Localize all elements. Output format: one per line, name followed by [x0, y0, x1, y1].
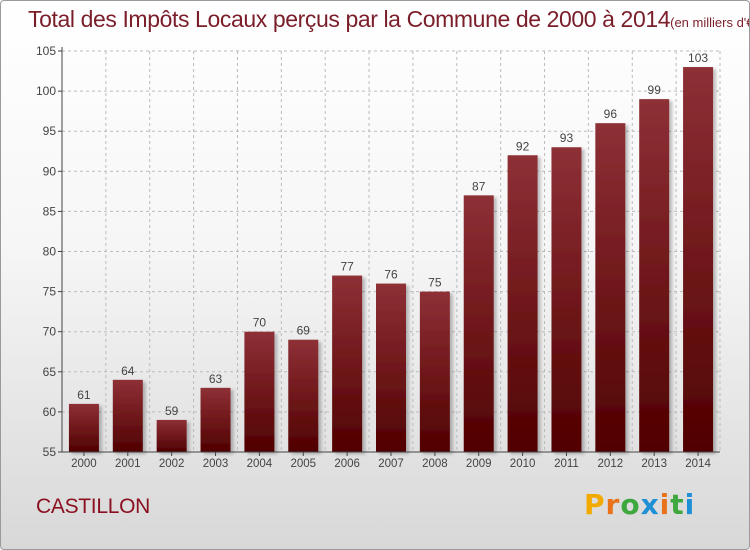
- bar-2004: [244, 331, 275, 452]
- logo-letter: P: [584, 488, 606, 521]
- x-tick-label-2008: 2008: [422, 458, 448, 470]
- value-label-2008: 75: [428, 276, 442, 290]
- logo-letter: x: [640, 488, 660, 521]
- value-label-2011: 93: [560, 131, 574, 145]
- x-tick-label-2007: 2007: [378, 458, 404, 470]
- value-label-2002: 59: [165, 404, 179, 418]
- bar-2002: [156, 419, 187, 452]
- bar-2001: [112, 379, 143, 452]
- logo-letter: r: [605, 488, 621, 521]
- value-label-2012: 96: [604, 107, 618, 121]
- title-text: Total des Impôts Locaux perçus par la Co…: [28, 6, 671, 32]
- y-tick-label-55: 55: [43, 445, 57, 459]
- bar-2013: [639, 99, 670, 453]
- value-label-2009: 87: [472, 179, 486, 193]
- bar-2003: [200, 387, 231, 452]
- bars: [68, 67, 714, 453]
- bar-2009: [463, 195, 494, 453]
- value-label-2006: 77: [340, 260, 354, 274]
- y-tick-label-80: 80: [43, 245, 57, 259]
- x-tick-label-2011: 2011: [554, 458, 579, 470]
- value-label-2000: 61: [77, 388, 91, 402]
- value-label-2007: 76: [384, 268, 398, 282]
- x-tick-label-2004: 2004: [247, 458, 273, 470]
- y-tick-label-105: 105: [36, 44, 56, 58]
- x-tick-label-2006: 2006: [334, 458, 360, 470]
- x-tick-label-2012: 2012: [598, 458, 624, 470]
- x-tick-label-2009: 2009: [466, 458, 492, 470]
- x-tick-label-2002: 2002: [159, 458, 185, 470]
- chart-title: Total des Impôts Locaux perçus par la Co…: [28, 6, 750, 33]
- x-tick-label-2014: 2014: [685, 458, 711, 470]
- x-tick-label-2001: 2001: [115, 458, 141, 470]
- y-tick-label-85: 85: [43, 204, 57, 218]
- unit-label: (en milliers d'€): [670, 15, 750, 30]
- logo-letter: t: [670, 488, 685, 521]
- x-tick-label-2003: 2003: [203, 458, 229, 470]
- y-tick-label-70: 70: [43, 325, 57, 339]
- value-label-2004: 70: [253, 316, 267, 330]
- bar-2005: [288, 339, 319, 452]
- y-tick-label-100: 100: [36, 84, 56, 98]
- commune-name: CASTILLON: [36, 495, 150, 518]
- bar-2011: [551, 147, 582, 453]
- x-tick-label-2010: 2010: [510, 458, 536, 470]
- y-tick-label-60: 60: [43, 405, 57, 419]
- labels: 55 60 65 70 75 80 85 90 95 100 105 61 2000 64 2001 59 20…: [36, 44, 711, 470]
- bar-2007: [376, 283, 406, 452]
- axes: [58, 47, 720, 456]
- y-tick-label-75: 75: [43, 285, 57, 299]
- bar-2000: [68, 403, 99, 452]
- x-tick-label-2013: 2013: [641, 458, 667, 470]
- value-label-2013: 99: [648, 83, 662, 97]
- logo-letter: i: [684, 488, 696, 521]
- value-label-2001: 64: [121, 364, 135, 378]
- bar-2014: [683, 67, 714, 452]
- x-tick-label-2005: 2005: [290, 458, 316, 470]
- value-label-2014: 103: [688, 51, 708, 65]
- y-tick-label-95: 95: [43, 124, 57, 138]
- logo-letter: o: [620, 488, 641, 521]
- y-tick-label-90: 90: [43, 164, 57, 178]
- logo-letter: i: [659, 488, 671, 521]
- y-tick-label-65: 65: [43, 365, 57, 379]
- bar-2010: [507, 155, 538, 452]
- value-label-2003: 63: [209, 372, 223, 386]
- value-label-2005: 69: [297, 324, 311, 338]
- value-label-2010: 92: [516, 139, 530, 153]
- bar-2012: [595, 123, 626, 453]
- bar-2006: [332, 275, 363, 452]
- x-tick-label-2000: 2000: [71, 458, 97, 470]
- bar-2008: [419, 291, 450, 452]
- proxiti-logo: Proxiti: [584, 488, 695, 521]
